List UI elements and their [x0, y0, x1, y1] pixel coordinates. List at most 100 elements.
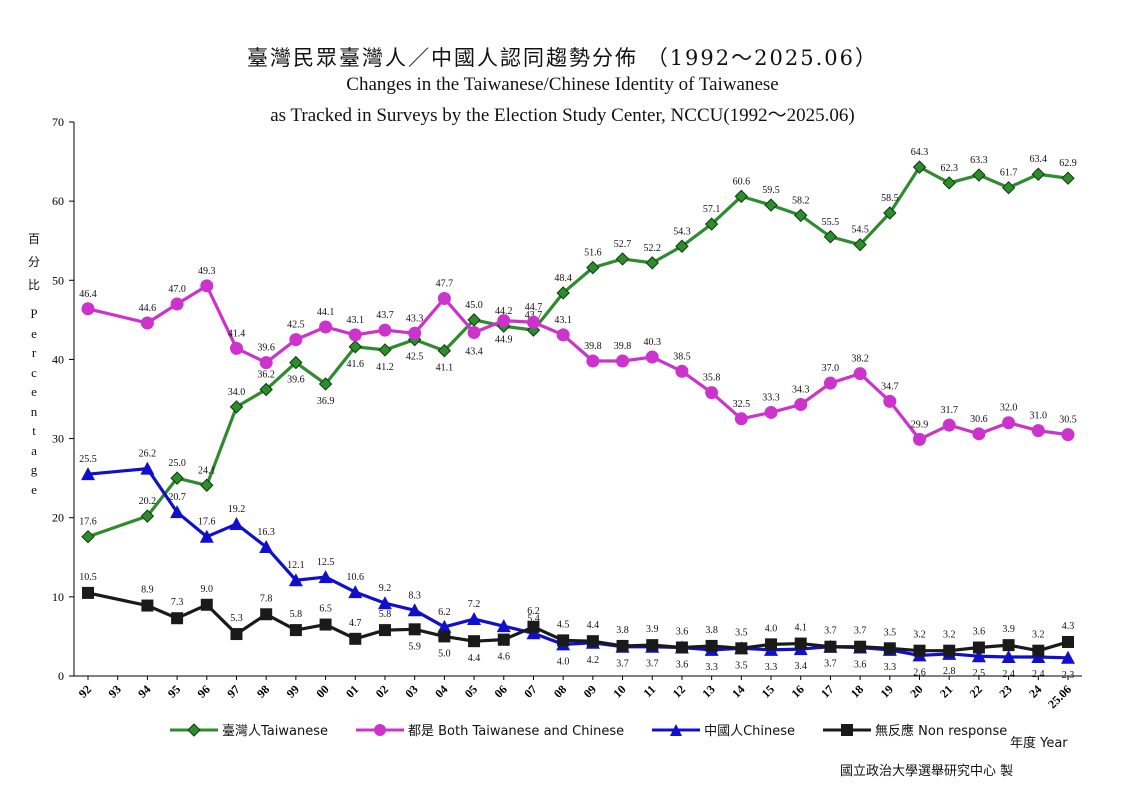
taiwanese-data-point — [318, 377, 333, 391]
nonresponse-data-point — [378, 624, 391, 637]
taiwanese-data-label: 41.2 — [376, 362, 394, 373]
both-data-point — [200, 279, 214, 293]
both-data-point — [467, 326, 481, 340]
x-tick-label: 16 — [788, 682, 806, 700]
both-data-label: 41.4 — [228, 328, 246, 339]
both-data-point — [794, 398, 808, 412]
both-data-point — [348, 328, 362, 342]
nonresponse-data-point — [794, 637, 807, 650]
nonresponse-data-point — [141, 599, 154, 612]
taiwanese-data-label: 59.5 — [762, 185, 780, 196]
chinese-data-point — [467, 612, 482, 626]
taiwanese-data-point — [556, 286, 570, 300]
y-axis-label-char: r — [31, 345, 37, 360]
taiwanese-data-label: 57.1 — [703, 204, 721, 215]
chinese-data-label: 20.7 — [168, 492, 186, 503]
chinese-data-label: 2.8 — [943, 666, 956, 677]
both-data-point — [229, 341, 243, 355]
taiwanese-data-point — [348, 340, 362, 354]
chinese-data-label: 19.2 — [228, 504, 246, 515]
both-data-point — [853, 367, 867, 381]
both-data-label: 34.3 — [792, 385, 810, 396]
both-data-label: 42.5 — [287, 320, 305, 331]
y-axis-label-char: e — [31, 325, 37, 341]
both-data-label: 35.8 — [703, 373, 721, 384]
both-data-point — [289, 333, 303, 347]
x-tick-label: 13 — [699, 682, 717, 700]
nonresponse-data-point — [408, 623, 421, 636]
nonresponse-data-label: 4.4 — [587, 620, 600, 631]
chinese-data-label: 2.4 — [1002, 669, 1015, 680]
both-data-label: 47.7 — [436, 278, 454, 289]
chart-title-english-line1: Changes in the Taiwanese/Chinese Identit… — [346, 74, 779, 95]
taiwanese-data-point — [853, 237, 867, 252]
both-data-point — [734, 412, 748, 426]
taiwanese-data-point — [289, 355, 303, 370]
x-tick-label: 97 — [224, 682, 242, 700]
y-axis-label-char: 比 — [27, 278, 40, 292]
both-data-point — [616, 354, 630, 368]
y-axis-label-char: g — [30, 462, 38, 477]
both-data-point — [645, 350, 659, 364]
chinese-data-point — [199, 529, 214, 543]
nonresponse-data-point — [1002, 639, 1015, 652]
x-tick-label: 24 — [1026, 682, 1044, 700]
taiwanese-data-label: 17.6 — [79, 517, 97, 528]
chinese-data-label: 5.4 — [527, 613, 540, 624]
taiwanese-data-label: 39.6 — [287, 375, 305, 386]
chinese-data-label: 3.3 — [765, 662, 778, 673]
x-tick-label: 14 — [729, 682, 747, 700]
chinese-data-label: 12.5 — [317, 557, 335, 568]
x-tick-label: 07 — [521, 682, 539, 700]
nonresponse-data-label: 5.9 — [408, 641, 421, 652]
x-tick-label: 00 — [313, 682, 331, 700]
chinese-data-point — [496, 619, 511, 633]
both-data-point — [140, 316, 154, 330]
chinese-data-label: 4.2 — [587, 655, 600, 666]
both-data-point — [497, 314, 511, 328]
chinese-data-label: 3.6 — [676, 660, 689, 671]
y-axis-label-char: c — [31, 364, 37, 380]
taiwanese-data-label: 25.0 — [168, 458, 186, 469]
y-axis-label-char: t — [32, 423, 36, 438]
chinese-data-label: 3.3 — [705, 662, 718, 673]
both-data-label: 30.5 — [1059, 415, 1077, 426]
taiwanese-data-point — [883, 206, 897, 220]
both-data-point — [764, 405, 778, 419]
nonresponse-data-label: 8.9 — [141, 585, 154, 596]
taiwanese-data-label: 43.7 — [525, 310, 543, 321]
nonresponse-data-label: 3.2 — [913, 630, 926, 641]
taiwanese-data-point — [229, 400, 244, 414]
taiwanese-data-label: 63.4 — [1030, 154, 1048, 165]
both-data-point — [972, 427, 986, 441]
nonresponse-data-label: 7.8 — [260, 593, 273, 604]
both-data-point — [1002, 416, 1016, 430]
nonresponse-data-label: 4.1 — [794, 623, 807, 634]
y-axis-label-char: e — [31, 481, 37, 497]
nonresponse-data-label: 7.3 — [171, 597, 184, 608]
both-data-label: 31.7 — [940, 405, 958, 416]
nonresponse-data-label: 4.5 — [557, 619, 570, 630]
taiwanese-data-point — [704, 217, 719, 231]
taiwanese-data-label: 48.4 — [554, 273, 572, 284]
both-data-label: 44.9 — [495, 335, 513, 346]
taiwanese-data-label: 45.0 — [465, 300, 483, 311]
chinese-data-label: 3.7 — [616, 659, 629, 670]
nonresponse-data-point — [1062, 635, 1074, 648]
taiwanese-data-point — [645, 256, 659, 270]
y-axis-label-char: 百 — [27, 232, 40, 246]
both-data-point — [675, 364, 689, 378]
nonresponse-data-label: 6.5 — [319, 604, 332, 615]
nonresponse-data-point — [705, 639, 718, 652]
nonresponse-data-point — [586, 635, 599, 648]
x-tick-label: 03 — [402, 682, 420, 700]
nonresponse-data-label: 3.2 — [943, 630, 956, 641]
both-data-point — [705, 386, 719, 400]
nonresponse-data-label: 3.7 — [824, 626, 837, 637]
chinese-data-label: 16.3 — [257, 527, 275, 538]
chinese-data-label: 7.2 — [468, 599, 481, 610]
y-tick-label: 40 — [52, 352, 64, 366]
both-data-point — [259, 356, 273, 370]
both-data-point — [586, 354, 600, 368]
nonresponse-data-label: 3.6 — [973, 627, 986, 638]
